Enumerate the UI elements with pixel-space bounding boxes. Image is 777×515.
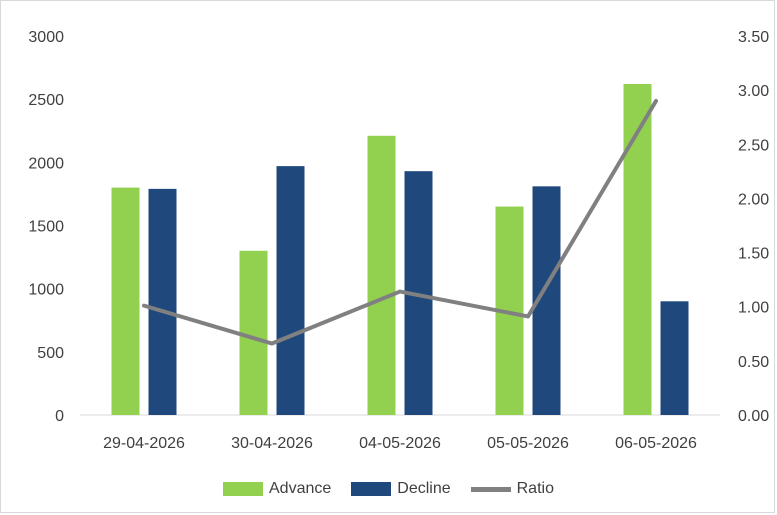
legend-item-decline: Decline xyxy=(351,480,451,498)
x-tick-label: 30-04-2026 xyxy=(231,435,313,452)
x-tick-label: 04-05-2026 xyxy=(359,435,441,452)
legend-item-advance: Advance xyxy=(223,480,331,498)
left-tick-label: 1000 xyxy=(28,282,64,299)
right-tick-label: 2.00 xyxy=(738,191,769,208)
legend-label-decline: Decline xyxy=(397,480,451,497)
bar-decline xyxy=(148,188,177,415)
right-tick-label: 3.00 xyxy=(738,83,769,100)
right-tick-label: 3.50 xyxy=(738,29,769,46)
x-tick-label: 29-04-2026 xyxy=(103,435,185,452)
left-tick-label: 2000 xyxy=(28,155,64,172)
x-tick-label: 06-05-2026 xyxy=(615,435,697,452)
bar-advance xyxy=(111,187,140,415)
legend-swatch-decline xyxy=(351,482,392,496)
left-tick-label: 2500 xyxy=(28,92,64,109)
bar-decline xyxy=(660,301,689,415)
bar-advance xyxy=(623,84,652,416)
legend: Advance Decline Ratio xyxy=(0,480,777,498)
legend-label-ratio: Ratio xyxy=(516,480,554,497)
ratio-line-group xyxy=(142,98,658,346)
right-tick-label: 1.00 xyxy=(738,300,769,317)
left-axis-ticks: 0 500 1000 1500 2000 2500 3000 xyxy=(28,29,64,425)
left-tick-label: 500 xyxy=(37,345,64,362)
legend-swatch-ratio xyxy=(470,486,511,492)
right-tick-label: 1.50 xyxy=(738,246,769,263)
bar-advance xyxy=(239,250,268,415)
legend-item-ratio: Ratio xyxy=(470,480,554,498)
right-tick-label: 0.00 xyxy=(738,408,769,425)
right-axis-ticks: 0.00 0.50 1.00 1.50 2.00 2.50 3.00 3.50 xyxy=(738,29,769,425)
legend-label-advance: Advance xyxy=(269,480,332,497)
bars-group xyxy=(111,84,689,416)
left-tick-label: 1500 xyxy=(28,219,64,236)
line-ratio xyxy=(142,98,658,346)
left-tick-label: 3000 xyxy=(28,29,64,46)
bar-advance xyxy=(367,135,396,415)
bar-decline xyxy=(276,166,305,415)
left-tick-label: 0 xyxy=(55,408,64,425)
right-tick-label: 2.50 xyxy=(738,137,769,154)
x-tick-label: 05-05-2026 xyxy=(487,435,569,452)
legend-swatch-advance xyxy=(223,482,263,496)
x-axis-labels: 29-04-2026 30-04-2026 04-05-2026 05-05-2026… xyxy=(103,435,697,452)
right-tick-label: 0.50 xyxy=(738,354,769,371)
